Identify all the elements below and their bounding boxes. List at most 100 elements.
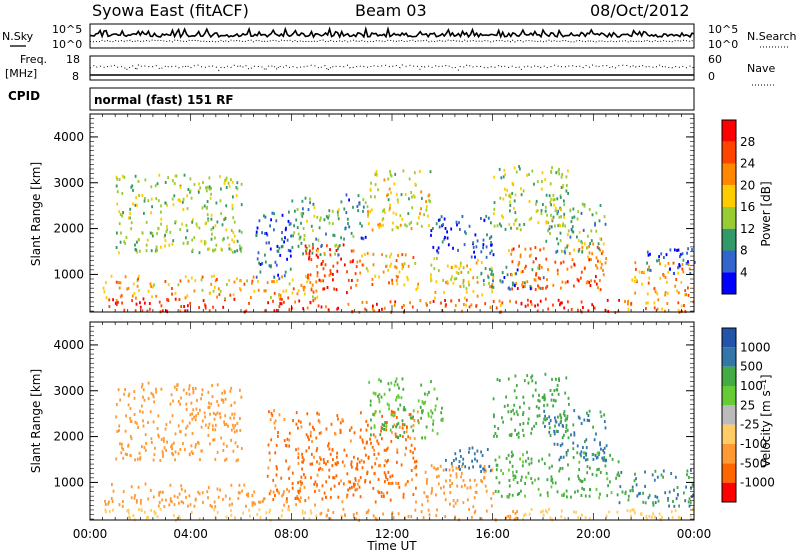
radar-cell <box>206 490 209 494</box>
radar-cell <box>122 500 124 503</box>
radar-cell <box>452 504 455 508</box>
radar-cell <box>462 479 465 483</box>
radar-cell <box>127 403 130 407</box>
radar-cell <box>488 281 490 285</box>
radar-cell <box>402 387 405 391</box>
radar-cell <box>233 412 236 416</box>
radar-cell <box>435 280 438 284</box>
radar-cell <box>231 207 234 211</box>
radar-cell <box>285 443 287 447</box>
radar-cell <box>286 487 288 491</box>
radar-cell <box>393 383 396 387</box>
radar-cell <box>536 180 539 184</box>
radar-cell <box>257 280 259 284</box>
radar-cell <box>137 277 139 281</box>
radar-cell <box>527 456 530 460</box>
radar-cell <box>513 222 515 226</box>
radar-cell <box>350 463 353 467</box>
radar-cell <box>654 494 657 498</box>
radar-cell <box>550 225 553 229</box>
radar-cell <box>194 279 197 283</box>
radar-cell <box>307 435 309 439</box>
radar-cell <box>365 428 368 432</box>
radar-cell <box>476 280 479 284</box>
colorbar-swatch <box>722 228 736 251</box>
radar-cell <box>586 246 588 250</box>
radar-cell <box>565 184 568 187</box>
radar-cell <box>175 174 178 178</box>
radar-cell <box>553 432 556 436</box>
radar-cell <box>468 450 470 454</box>
radar-cell <box>221 248 223 252</box>
radar-cell <box>392 414 395 418</box>
radar-cell <box>465 303 467 307</box>
radar-cell <box>182 197 185 201</box>
radar-cell <box>151 232 154 235</box>
radar-cell <box>514 511 517 515</box>
radar-cell <box>140 498 142 502</box>
radar-cell <box>267 301 269 305</box>
radar-cell <box>488 465 491 468</box>
radar-cell <box>231 423 234 427</box>
radar-cell <box>591 213 594 217</box>
radar-cell <box>121 504 124 508</box>
radar-cell <box>224 178 226 182</box>
radar-cell <box>149 489 152 492</box>
radar-cell <box>569 208 572 212</box>
radar-cell <box>399 403 402 407</box>
radar-cell <box>178 501 180 505</box>
radar-cell <box>521 270 524 273</box>
radar-cell <box>451 464 454 468</box>
radar-cell <box>413 466 416 470</box>
radar-cell <box>397 407 400 411</box>
radar-cell <box>583 477 586 481</box>
radar-cell <box>183 448 186 452</box>
radar-cell <box>617 471 620 475</box>
radar-cell <box>682 270 685 274</box>
radar-cell <box>385 254 388 258</box>
radar-cell <box>351 465 353 469</box>
radar-cell <box>507 514 510 518</box>
radar-cell <box>171 414 174 418</box>
radar-cell <box>359 259 361 263</box>
radar-cell <box>156 515 159 519</box>
radar-cell <box>272 299 274 303</box>
radar-cell <box>509 517 511 521</box>
radar-cell <box>319 218 321 222</box>
radar-cell <box>207 486 210 490</box>
radar-cell <box>283 240 285 244</box>
radar-cell <box>321 467 324 471</box>
radar-cell <box>319 457 322 461</box>
radar-cell <box>401 377 404 381</box>
radar-cell <box>455 265 458 269</box>
radar-cell <box>465 231 467 235</box>
radar-cell <box>614 311 617 315</box>
radar-cell <box>523 379 526 383</box>
radar-cell <box>450 266 453 270</box>
radar-cell <box>540 265 543 269</box>
radar-cell <box>512 478 515 481</box>
radar-cell <box>540 212 543 215</box>
radar-cell <box>493 224 496 228</box>
radar-cell <box>428 224 430 228</box>
radar-cell <box>201 275 204 279</box>
radar-cell <box>398 485 401 489</box>
radar-cell <box>515 272 517 276</box>
radar-cell <box>542 203 544 206</box>
radar-cell <box>318 278 321 282</box>
radar-cell <box>362 263 365 267</box>
radar-cell <box>328 273 331 277</box>
radar-cell <box>674 475 677 479</box>
nsearch-tick-top: 10^5 <box>708 23 738 36</box>
colorbar-tick-label: 12 <box>740 222 755 236</box>
radar-cell <box>420 383 423 387</box>
radar-cell <box>118 251 120 255</box>
radar-cell <box>584 458 587 462</box>
radar-cell <box>191 248 194 252</box>
radar-cell <box>410 220 413 224</box>
radar-cell <box>509 460 511 464</box>
radar-cell <box>323 274 326 278</box>
radar-cell <box>515 282 517 285</box>
colorbar-tick-label: 1000 <box>740 340 771 354</box>
radar-cell <box>578 248 581 251</box>
